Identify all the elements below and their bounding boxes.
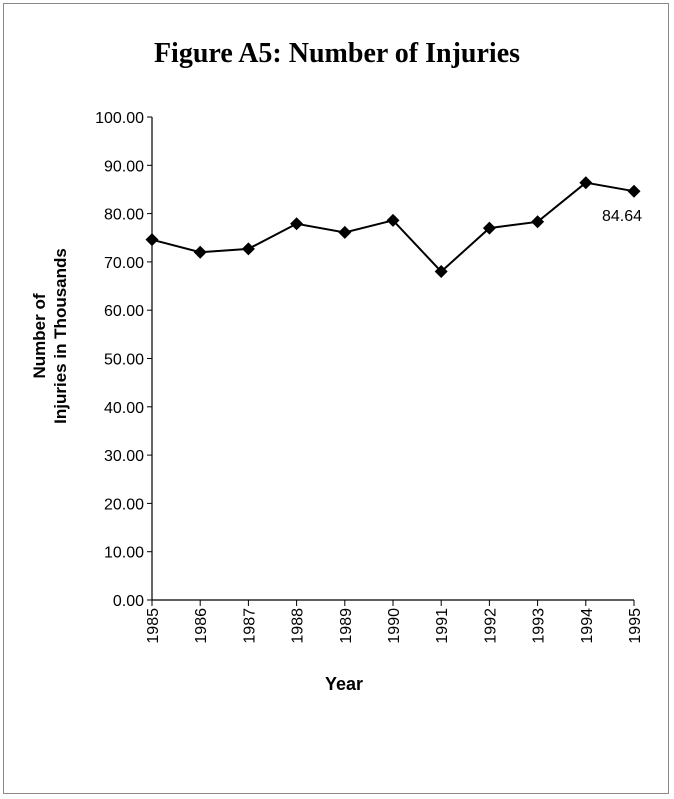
y-tick-label-6: 60.00 — [104, 303, 144, 320]
y-tick-label-1: 10.00 — [104, 545, 144, 562]
x-tick-label-4: 1989 — [338, 608, 355, 644]
chart-title: Figure A5: Number of Injuries — [153, 38, 521, 69]
x-tick-label-7: 1992 — [482, 608, 499, 644]
x-tick-label-10: 1995 — [627, 608, 644, 644]
data-point-2 — [241, 242, 255, 256]
data-point-3 — [290, 217, 304, 231]
x-tick-label-6: 1991 — [434, 608, 451, 644]
y-tick-label-7: 70.00 — [104, 255, 144, 272]
x-tick-label-8: 1993 — [531, 608, 548, 644]
x-tick-label-2: 1987 — [241, 608, 258, 644]
data-point-8 — [531, 215, 545, 229]
data-point-5 — [386, 213, 400, 227]
x-tick-label-0: 1985 — [145, 608, 162, 644]
y-tick-label-3: 30.00 — [104, 448, 144, 465]
data-point-6 — [434, 265, 448, 279]
y-tick-label-2: 20.00 — [104, 496, 144, 513]
data-point-7 — [482, 221, 496, 235]
x-tick-label-5: 1990 — [386, 608, 403, 644]
x-tick-label-9: 1994 — [579, 608, 596, 644]
y-tick-label-0: 0.00 — [113, 593, 144, 610]
data-point-10 — [627, 184, 641, 198]
y-tick-label-9: 90.00 — [104, 158, 144, 175]
data-point-4 — [338, 225, 352, 239]
y-tick-label-8: 80.00 — [104, 207, 144, 224]
data-point-9 — [579, 176, 593, 190]
data-point-0 — [145, 233, 159, 247]
chart-frame — [3, 3, 669, 794]
data-label-10: 84.64 — [602, 208, 642, 225]
x-axis-label: Year — [324, 674, 364, 694]
series-line — [151, 181, 635, 273]
x-tick-label-3: 1988 — [290, 608, 307, 644]
x-tick-label-1: 1986 — [193, 608, 210, 644]
y-tick-label-5: 50.00 — [104, 352, 144, 369]
y-tick-label-10: 100.00 — [95, 110, 144, 127]
data-point-1 — [193, 245, 207, 259]
y-tick-label-4: 40.00 — [104, 400, 144, 417]
